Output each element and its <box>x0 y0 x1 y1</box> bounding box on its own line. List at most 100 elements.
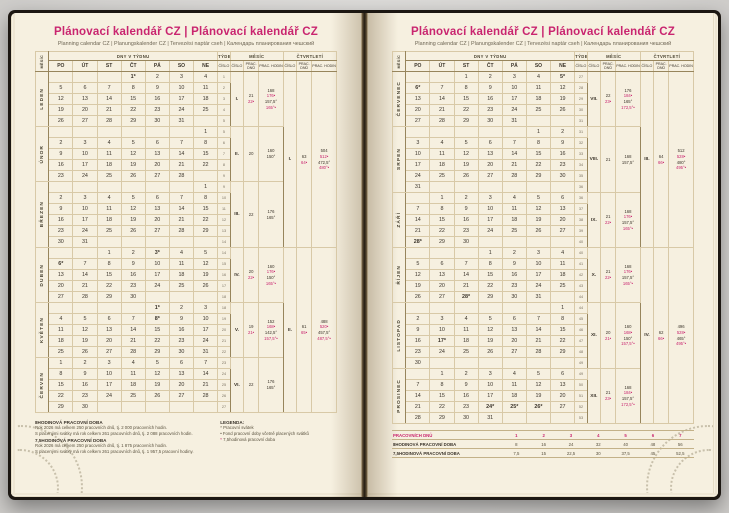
day-cell <box>525 357 552 369</box>
mini-row-value: 37,5 <box>611 448 640 458</box>
day-cell: 27 <box>501 346 527 358</box>
day-cell <box>72 126 98 138</box>
day-cell: 3 <box>525 247 552 259</box>
day-cell: 7 <box>405 379 431 391</box>
week-row: 28* 29 30 40 <box>393 236 694 248</box>
day-cell <box>429 71 455 83</box>
month-number: VIII. <box>586 126 602 193</box>
day-cell: 30 <box>453 412 479 424</box>
holiday-day-cell: 8* <box>144 313 170 325</box>
month-number-value: XI. <box>590 333 597 338</box>
day-cell <box>453 302 479 314</box>
day-cell: 15 <box>453 93 479 105</box>
month-group-header: MĚSÍC <box>229 51 284 61</box>
day-cell <box>72 302 98 314</box>
week-row: 11 12 13 14 15 16 17 20 <box>36 324 337 336</box>
day-cell: 27 <box>549 225 576 237</box>
month-number: I. <box>229 71 245 127</box>
day-cell: 18 <box>96 214 122 226</box>
day-cell: 12 <box>48 93 74 105</box>
month-number-value: I. <box>235 96 239 102</box>
month-name: ŘÍJEN <box>391 247 407 303</box>
hours-reference-table: PRACOVNÍCH DNŮ 1 2 3 4 5 6 7 8HODINOVÁ PRACOVNÍ … <box>392 430 694 458</box>
day-header-3: ST <box>96 60 122 72</box>
day-cell: 29 <box>429 236 455 248</box>
day-header-1: PO <box>48 60 74 72</box>
month-working-hours: 168 176• 157,5° 165°• <box>615 247 641 303</box>
week-number: 13 <box>217 225 231 237</box>
day-cell: 11 <box>168 258 195 270</box>
day-cell: 2 <box>501 247 527 259</box>
day-cell <box>48 247 74 259</box>
week-row: 28 29 30 31 53 <box>393 412 694 424</box>
day-cell: 1 <box>477 247 503 259</box>
mini-row-label: 8HODINOVÁ PRACOVNÍ DOBA <box>392 439 503 449</box>
month-working-days-value: 21 <box>605 214 611 220</box>
day-cell <box>525 236 552 248</box>
month-working-days-value: 21 <box>605 390 611 396</box>
month-number: XII. <box>586 368 602 424</box>
day-cell: 14 <box>96 93 122 105</box>
month-name: ZÁŘÍ <box>391 192 407 248</box>
day-cell: 26 <box>477 346 503 358</box>
mini-header-value: 4 <box>584 430 612 440</box>
day-cell: 14 <box>453 269 479 281</box>
day-cell <box>96 181 122 193</box>
day-cell: 30 <box>144 115 170 127</box>
day-cell <box>72 71 98 83</box>
day-header-2: ÚT <box>72 60 98 72</box>
day-cell: 2 <box>405 313 431 325</box>
day-cell: 21 <box>501 159 527 171</box>
day-cell: 16 <box>72 379 98 391</box>
day-cell: 30 <box>453 236 479 248</box>
quarter-group-header: ČTVRTLETÍ <box>282 51 338 61</box>
day-cell: 10 <box>192 313 219 325</box>
month-working-hours-value: 168 <box>624 263 632 269</box>
day-header-6: SO <box>168 60 195 72</box>
mini-header-value: 2 <box>530 430 558 440</box>
day-cell: 22 <box>120 104 146 116</box>
week-row: 22 23 24 25 26 27 28 26 <box>36 390 337 402</box>
week-group-header: TÝDEN <box>217 51 231 61</box>
holiday-day-cell: 3* <box>144 247 170 259</box>
day-cell: 12 <box>549 82 576 94</box>
month-working-days-value: 20 <box>248 269 254 275</box>
day-cell: 3 <box>192 302 219 314</box>
day-cell: 6 <box>549 192 576 204</box>
day-cell: 26 <box>405 291 431 303</box>
mini-row-value: 48 <box>639 439 667 449</box>
day-cell: 25 <box>168 280 195 292</box>
day-cell: 15 <box>549 324 576 336</box>
day-cell: 27 <box>144 170 170 182</box>
mini-row: 8HODINOVÁ PRACOVNÍ DOBA 8 16 24 32 40 48 56 <box>392 439 694 449</box>
month-working-days-value: 21• <box>605 335 612 341</box>
day-cell: 2 <box>48 137 74 149</box>
working-time-notes: 8HODINOVÁ PRACOVNÍ DOBA Rok 2026 má celk… <box>35 418 210 454</box>
day-cell: 28 <box>192 390 219 402</box>
week-row: 20 21 22 23 24 25 26 17 <box>36 280 337 292</box>
day-cell: 2 <box>477 71 503 83</box>
month-working-hours: 176 165° <box>258 181 284 248</box>
day-cell: 19 <box>120 214 146 226</box>
day-cell: 7 <box>453 258 479 270</box>
mini-row-value: 24 <box>557 439 585 449</box>
day-cell: 31 <box>72 236 98 248</box>
week-number: 8 <box>217 159 231 171</box>
month-working-hours-value: 157,5° <box>621 396 635 401</box>
day-cell <box>477 302 503 314</box>
week-number: 34 <box>574 159 588 171</box>
day-cell: 20 <box>477 159 503 171</box>
month-working-hours: 160 150° <box>258 126 284 182</box>
month-working-days-value: 19 <box>248 324 254 330</box>
week-row: 29 30 27 <box>36 401 337 413</box>
day-cell: 15 <box>192 148 219 160</box>
month-number-value: III. <box>234 212 240 217</box>
day-cell: 19 <box>405 280 431 292</box>
day-cell: 15 <box>477 269 503 281</box>
days-group-header: DNY V TÝDNU <box>405 51 576 61</box>
day-cell: 25 <box>120 390 146 402</box>
day-cell <box>429 302 455 314</box>
day-cell: 8 <box>429 203 455 215</box>
day-cell: 10 <box>144 258 170 270</box>
holiday-day-cell: 28* <box>405 236 431 248</box>
